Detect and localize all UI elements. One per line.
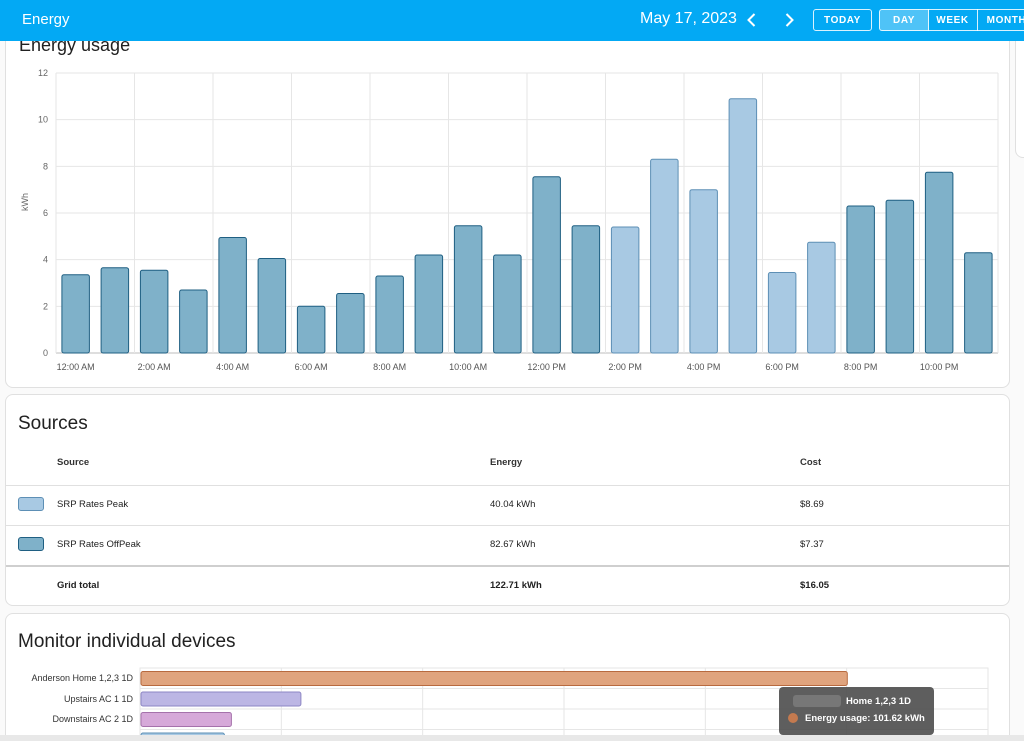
source-energy: 40.04 kWh [490, 499, 536, 510]
sources-card: Sources Source Energy Cost SRP Rates Pea… [5, 394, 1010, 606]
usage-bar-11-am[interactable] [493, 254, 522, 354]
source-name: SRP Rates OffPeak [57, 539, 141, 550]
usage-bar-1-am[interactable] [100, 267, 130, 354]
total-energy: 122.71 kWh [490, 580, 542, 591]
devices-title: Monitor individual devices [18, 631, 236, 652]
x-tick-label: 4:00 PM [687, 362, 721, 372]
y-tick-label: 4 [43, 255, 48, 265]
x-tick-label: 12:00 AM [57, 362, 95, 372]
usage-bar-10-am[interactable] [453, 225, 483, 354]
chevron-right-icon[interactable] [777, 8, 801, 32]
device-bar[interactable] [140, 691, 302, 707]
y-tick-label: 8 [43, 161, 48, 171]
total-label: Grid total [57, 580, 100, 591]
total-divider [6, 565, 1009, 567]
x-tick-label: 4:00 AM [216, 362, 249, 372]
usage-bar-6-am[interactable] [296, 305, 326, 354]
cost-column-header: Cost [800, 457, 822, 468]
total-cost: $16.05 [800, 580, 830, 591]
x-tick-label: 6:00 PM [765, 362, 799, 372]
usage-bar-3-pm[interactable] [650, 158, 679, 354]
x-tick-label: 2:00 AM [138, 362, 171, 372]
tooltip-title: Home 1,2,3 1D [846, 696, 911, 707]
usage-bar-11-pm[interactable] [964, 252, 993, 354]
top-app-bar: Energy May 17, 2023 TODAY DAY WEEK MONTH [0, 0, 1024, 41]
status-strip [0, 735, 1024, 741]
usage-bar-8-pm[interactable] [846, 205, 875, 354]
usage-bar-7-pm[interactable] [807, 241, 836, 354]
x-tick-label: 12:00 PM [527, 362, 566, 372]
usage-bar-10-pm[interactable] [924, 171, 954, 354]
y-tick-label: 10 [38, 115, 48, 125]
x-tick-label: 8:00 AM [373, 362, 406, 372]
today-button[interactable]: TODAY [813, 9, 872, 31]
peak-color-swatch [18, 497, 44, 511]
table-divider [6, 485, 1009, 486]
usage-bar-2-pm[interactable] [610, 226, 640, 354]
app-title: Energy [22, 11, 70, 28]
source-name: SRP Rates Peak [57, 499, 129, 510]
usage-bar-12-pm[interactable] [532, 176, 561, 354]
y-tick-label: 2 [43, 301, 48, 311]
x-tick-label: 10:00 AM [449, 362, 487, 372]
energy-usage-card: Energy usage kWh 0 2 4 6 8 10 12 12:00 AM 2:00 A… [5, 12, 1010, 388]
usage-bar-2-am[interactable] [139, 269, 169, 354]
usage-bar-4-am[interactable] [218, 237, 247, 354]
offpeak-color-swatch [18, 537, 44, 551]
device-bar[interactable] [140, 712, 232, 727]
week-range-button[interactable]: WEEK [928, 9, 978, 31]
source-cost: $8.69 [800, 499, 824, 510]
energy-column-header: Energy [490, 457, 523, 468]
usage-bar-5-pm[interactable] [728, 98, 758, 354]
device-label: Anderson Home 1,2,3 1D [31, 673, 133, 683]
usage-bar-3-am[interactable] [179, 289, 208, 354]
usage-bar-9-pm[interactable] [885, 199, 915, 354]
device-label: Upstairs AC 1 1D [63, 694, 133, 704]
day-range-button[interactable]: DAY [879, 9, 929, 31]
sources-title: Sources [18, 413, 88, 434]
x-tick-label: 10:00 PM [920, 362, 959, 372]
usage-bar-1-pm[interactable] [571, 225, 601, 354]
usage-bar-5-am[interactable] [257, 258, 287, 354]
usage-bar-6-pm[interactable] [767, 272, 797, 354]
redacted-text [793, 695, 841, 707]
usage-bar-4-pm[interactable] [689, 189, 718, 354]
y-tick-label: 6 [43, 208, 48, 218]
tooltip-value: Energy usage: 101.62 kWh [805, 713, 925, 724]
energy-usage-chart[interactable]: 0 2 4 6 8 10 12 12:00 AM 2:00 AM 4:00 AM 6:00 AM 8:… [6, 13, 1010, 388]
source-cost: $7.37 [800, 539, 824, 550]
chart-tooltip: Home 1,2,3 1D Energy usage: 101.62 kWh [779, 687, 934, 735]
y-tick-label: 12 [38, 68, 48, 78]
x-tick-label: 8:00 PM [844, 362, 878, 372]
source-column-header: Source [57, 457, 90, 468]
month-range-button[interactable]: MONTH [977, 9, 1024, 31]
y-tick-label: 0 [43, 348, 48, 358]
tooltip-color-dot [788, 713, 798, 723]
usage-bar-7-am[interactable] [336, 293, 365, 354]
device-label: Downstairs AC 2 1D [52, 714, 133, 724]
chevron-left-icon[interactable] [740, 8, 764, 32]
x-tick-label: 2:00 PM [608, 362, 642, 372]
source-energy: 82.67 kWh [490, 539, 536, 550]
device-bar[interactable] [140, 671, 848, 686]
selected-date: May 17, 2023 [640, 10, 737, 27]
table-divider [6, 525, 1009, 526]
usage-bar-8-am[interactable] [375, 275, 404, 354]
usage-bar-9-am[interactable] [414, 254, 444, 354]
x-tick-label: 6:00 AM [295, 362, 328, 372]
usage-bar-12-am[interactable] [61, 274, 90, 354]
